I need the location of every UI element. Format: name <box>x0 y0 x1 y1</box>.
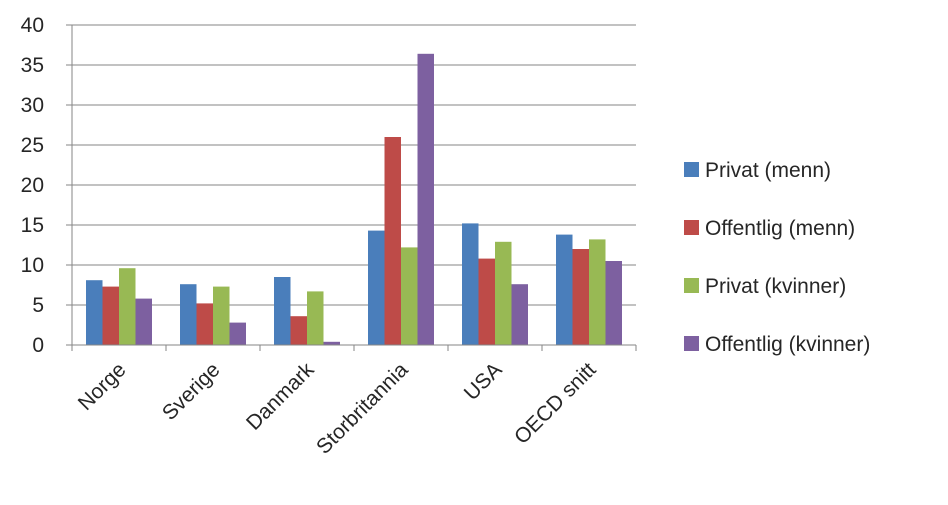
x-category-label: Danmark <box>242 358 319 435</box>
y-tick-label: 40 <box>21 14 44 37</box>
legend-label: Privat (kvinner) <box>705 275 846 298</box>
bar-1-6 <box>556 234 573 345</box>
x-category-label: Sverige <box>158 358 225 425</box>
bar-3-1 <box>119 268 136 345</box>
legend-item: Offentlig (menn) <box>684 217 855 240</box>
bar-3-2 <box>213 286 230 345</box>
bar-1-3 <box>274 277 291 345</box>
y-tick-label: 25 <box>21 134 44 157</box>
y-tick-labels: 0 5 10 15 20 25 30 35 40 <box>21 14 44 357</box>
x-category-label: Norge <box>74 358 131 415</box>
legend-label: Offentlig (menn) <box>705 217 855 240</box>
y-tick-label: 0 <box>32 334 44 357</box>
bar-3-4 <box>401 247 418 345</box>
bar-3-5 <box>495 241 512 345</box>
y-tick-label: 35 <box>21 54 44 77</box>
bar-1-2 <box>180 284 197 345</box>
bar-2-3 <box>290 316 307 345</box>
bar-2-5 <box>478 258 495 345</box>
y-tick-label: 15 <box>21 214 44 237</box>
bar-1-4 <box>368 230 385 345</box>
legend: Privat (menn) Offentlig (menn) Privat (kvi… <box>684 159 870 356</box>
y-tick-label: 20 <box>21 174 44 197</box>
bar-4-5 <box>511 284 528 345</box>
legend-label: Privat (menn) <box>705 159 831 182</box>
legend-item: Privat (kvinner) <box>684 275 846 298</box>
y-tick-label: 30 <box>21 94 44 117</box>
legend-swatch <box>684 336 699 351</box>
x-category-label: OECD snitt <box>510 358 601 449</box>
bar-3-6 <box>589 239 606 345</box>
bar-4-2 <box>229 322 246 345</box>
x-category-label: Storbritannia <box>312 358 413 459</box>
legend-item: Privat (menn) <box>684 159 831 182</box>
bar-4-1 <box>135 298 152 345</box>
bar-4-3 <box>323 341 340 345</box>
x-category-label: USA <box>460 358 507 405</box>
gridlines <box>72 24 636 306</box>
bar-2-1 <box>102 286 119 345</box>
bar-4-6 <box>605 261 622 345</box>
bar-1-1 <box>86 280 103 345</box>
bar-2-6 <box>572 249 589 345</box>
bar-3-3 <box>307 291 324 345</box>
legend-label: Offentlig (kvinner) <box>705 333 870 356</box>
legend-swatch <box>684 220 699 235</box>
bar-2-2 <box>196 303 213 345</box>
y-tick-label: 10 <box>21 254 44 277</box>
bar-2-4 <box>384 137 401 345</box>
legend-item: Offentlig (kvinner) <box>684 333 870 356</box>
bar-4-4 <box>417 53 434 346</box>
axes <box>66 24 637 351</box>
legend-swatch <box>684 162 699 177</box>
y-tick-label: 5 <box>32 294 44 317</box>
bars <box>86 53 622 346</box>
legend-swatch <box>684 278 699 293</box>
bar-1-5 <box>462 223 479 345</box>
